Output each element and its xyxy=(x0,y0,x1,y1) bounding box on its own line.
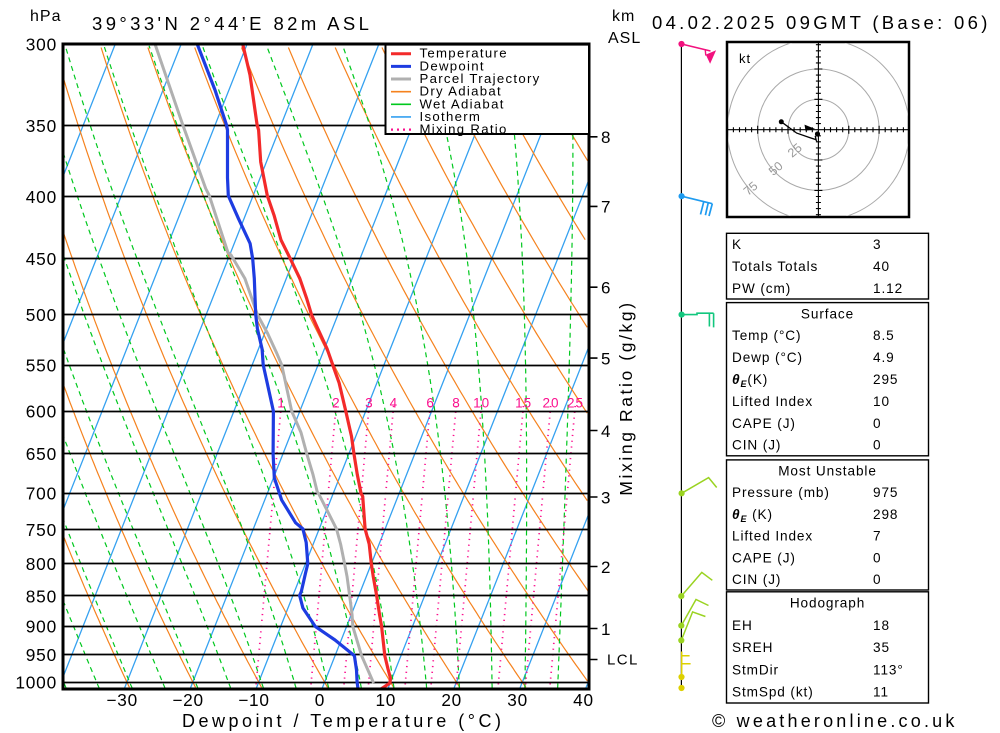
svg-text:295: 295 xyxy=(873,372,898,387)
svg-text:8: 8 xyxy=(601,128,611,147)
svg-text:hPa: hPa xyxy=(30,8,61,25)
svg-text:10: 10 xyxy=(473,395,490,410)
svg-text:20: 20 xyxy=(542,395,559,410)
svg-text:Mixing Ratio (g/kg): Mixing Ratio (g/kg) xyxy=(616,300,636,495)
svg-text:StmDir: StmDir xyxy=(732,662,779,677)
svg-text:3: 3 xyxy=(601,488,611,507)
svg-text:298: 298 xyxy=(873,507,898,522)
svg-text:7: 7 xyxy=(873,529,881,544)
svg-text:15: 15 xyxy=(515,395,532,410)
svg-text:CIN (J): CIN (J) xyxy=(732,438,781,453)
svg-text:25: 25 xyxy=(567,395,584,410)
svg-text:Most Unstable: Most Unstable xyxy=(778,464,877,479)
svg-text:kt: kt xyxy=(739,51,751,66)
svg-text:900: 900 xyxy=(26,617,57,637)
svg-text:0: 0 xyxy=(873,550,881,565)
svg-text:350: 350 xyxy=(26,116,57,136)
svg-text:Parcel Trajectory: Parcel Trajectory xyxy=(420,71,541,86)
svg-text:4: 4 xyxy=(601,422,611,441)
svg-text:400: 400 xyxy=(26,187,57,207)
svg-text:ASL: ASL xyxy=(608,30,641,47)
svg-text:500: 500 xyxy=(26,305,57,325)
svg-text:Dewpoint: Dewpoint xyxy=(420,58,485,73)
svg-text:EH: EH xyxy=(732,618,753,633)
svg-text:4.9: 4.9 xyxy=(873,350,895,365)
svg-text:CIN (J): CIN (J) xyxy=(732,572,781,587)
svg-text:30: 30 xyxy=(507,690,528,710)
svg-text:2: 2 xyxy=(332,395,341,410)
svg-text:km: km xyxy=(612,8,635,25)
svg-text:Temperature: Temperature xyxy=(420,46,508,61)
svg-text:600: 600 xyxy=(26,402,57,422)
svg-text:0: 0 xyxy=(315,690,325,710)
svg-text:−10: −10 xyxy=(238,690,270,710)
svg-text:3: 3 xyxy=(873,237,881,252)
svg-text:© weatheronline.co.uk: © weatheronline.co.uk xyxy=(712,711,958,731)
svg-text:4: 4 xyxy=(390,395,399,410)
svg-text:Lifted Index: Lifted Index xyxy=(732,529,813,544)
svg-text:8.5: 8.5 xyxy=(873,328,895,343)
svg-text:−20: −20 xyxy=(172,690,204,710)
svg-text:LCL: LCL xyxy=(607,652,639,669)
svg-text:Hodograph: Hodograph xyxy=(790,596,865,611)
svg-text:300: 300 xyxy=(26,34,57,54)
svg-text:18: 18 xyxy=(873,618,890,633)
svg-text:0: 0 xyxy=(873,572,881,587)
svg-text:Dry Adiabat: Dry Adiabat xyxy=(420,84,502,99)
svg-text:20: 20 xyxy=(441,690,462,710)
svg-text:−30: −30 xyxy=(106,690,138,710)
svg-text:1.12: 1.12 xyxy=(873,281,903,296)
svg-text:04.02.2025 09GMT (Base: 06): 04.02.2025 09GMT (Base: 06) xyxy=(652,12,991,33)
svg-text:40: 40 xyxy=(873,259,890,274)
svg-text:0: 0 xyxy=(873,438,881,453)
svg-text:8: 8 xyxy=(452,395,461,410)
svg-text:1: 1 xyxy=(277,395,286,410)
svg-text:11: 11 xyxy=(873,685,889,700)
svg-text:θE(K): θE(K) xyxy=(732,372,768,389)
svg-text:K: K xyxy=(732,237,742,252)
svg-text:800: 800 xyxy=(26,554,57,574)
svg-text:75: 75 xyxy=(741,179,761,199)
svg-text:1: 1 xyxy=(601,620,611,639)
svg-text:CAPE (J): CAPE (J) xyxy=(732,550,796,565)
svg-text:550: 550 xyxy=(26,356,57,376)
svg-text:θE (K): θE (K) xyxy=(732,507,773,524)
svg-text:50: 50 xyxy=(766,159,786,179)
svg-text:975: 975 xyxy=(873,485,898,500)
svg-text:Lifted Index: Lifted Index xyxy=(732,394,813,409)
svg-text:2: 2 xyxy=(601,558,611,577)
svg-text:40: 40 xyxy=(573,690,594,710)
svg-text:10: 10 xyxy=(375,690,396,710)
svg-text:StmSpd (kt): StmSpd (kt) xyxy=(732,685,814,700)
svg-text:5: 5 xyxy=(601,349,611,368)
svg-text:Wet Adiabat: Wet Adiabat xyxy=(420,96,505,111)
svg-text:Dewp (°C): Dewp (°C) xyxy=(732,350,803,365)
svg-text:7: 7 xyxy=(601,198,611,217)
svg-text:650: 650 xyxy=(26,444,57,464)
svg-text:CAPE (J): CAPE (J) xyxy=(732,416,796,431)
svg-text:700: 700 xyxy=(26,483,57,503)
svg-text:SREH: SREH xyxy=(732,640,773,655)
svg-text:Dewpoint / Temperature (°C): Dewpoint / Temperature (°C) xyxy=(182,711,504,731)
svg-text:10: 10 xyxy=(873,394,890,409)
svg-text:Surface: Surface xyxy=(801,306,854,321)
svg-text:0: 0 xyxy=(873,416,881,431)
svg-text:Totals Totals: Totals Totals xyxy=(732,259,818,274)
svg-text:39°33'N 2°44’E 82m ASL: 39°33'N 2°44’E 82m ASL xyxy=(92,13,372,34)
svg-text:450: 450 xyxy=(26,249,57,269)
svg-text:Mixing Ratio: Mixing Ratio xyxy=(420,122,508,137)
svg-text:Temp (°C): Temp (°C) xyxy=(732,328,801,343)
svg-text:6: 6 xyxy=(426,395,435,410)
svg-text:35: 35 xyxy=(873,640,890,655)
svg-text:750: 750 xyxy=(26,520,57,540)
svg-text:950: 950 xyxy=(26,645,57,665)
svg-text:PW (cm): PW (cm) xyxy=(732,281,791,296)
svg-text:Pressure (mb): Pressure (mb) xyxy=(732,485,830,500)
svg-text:1000: 1000 xyxy=(15,672,57,692)
svg-text:3: 3 xyxy=(365,395,374,410)
svg-text:850: 850 xyxy=(26,586,57,606)
svg-text:Isotherm: Isotherm xyxy=(420,109,482,124)
svg-text:113°: 113° xyxy=(873,662,904,677)
svg-text:6: 6 xyxy=(601,279,611,298)
